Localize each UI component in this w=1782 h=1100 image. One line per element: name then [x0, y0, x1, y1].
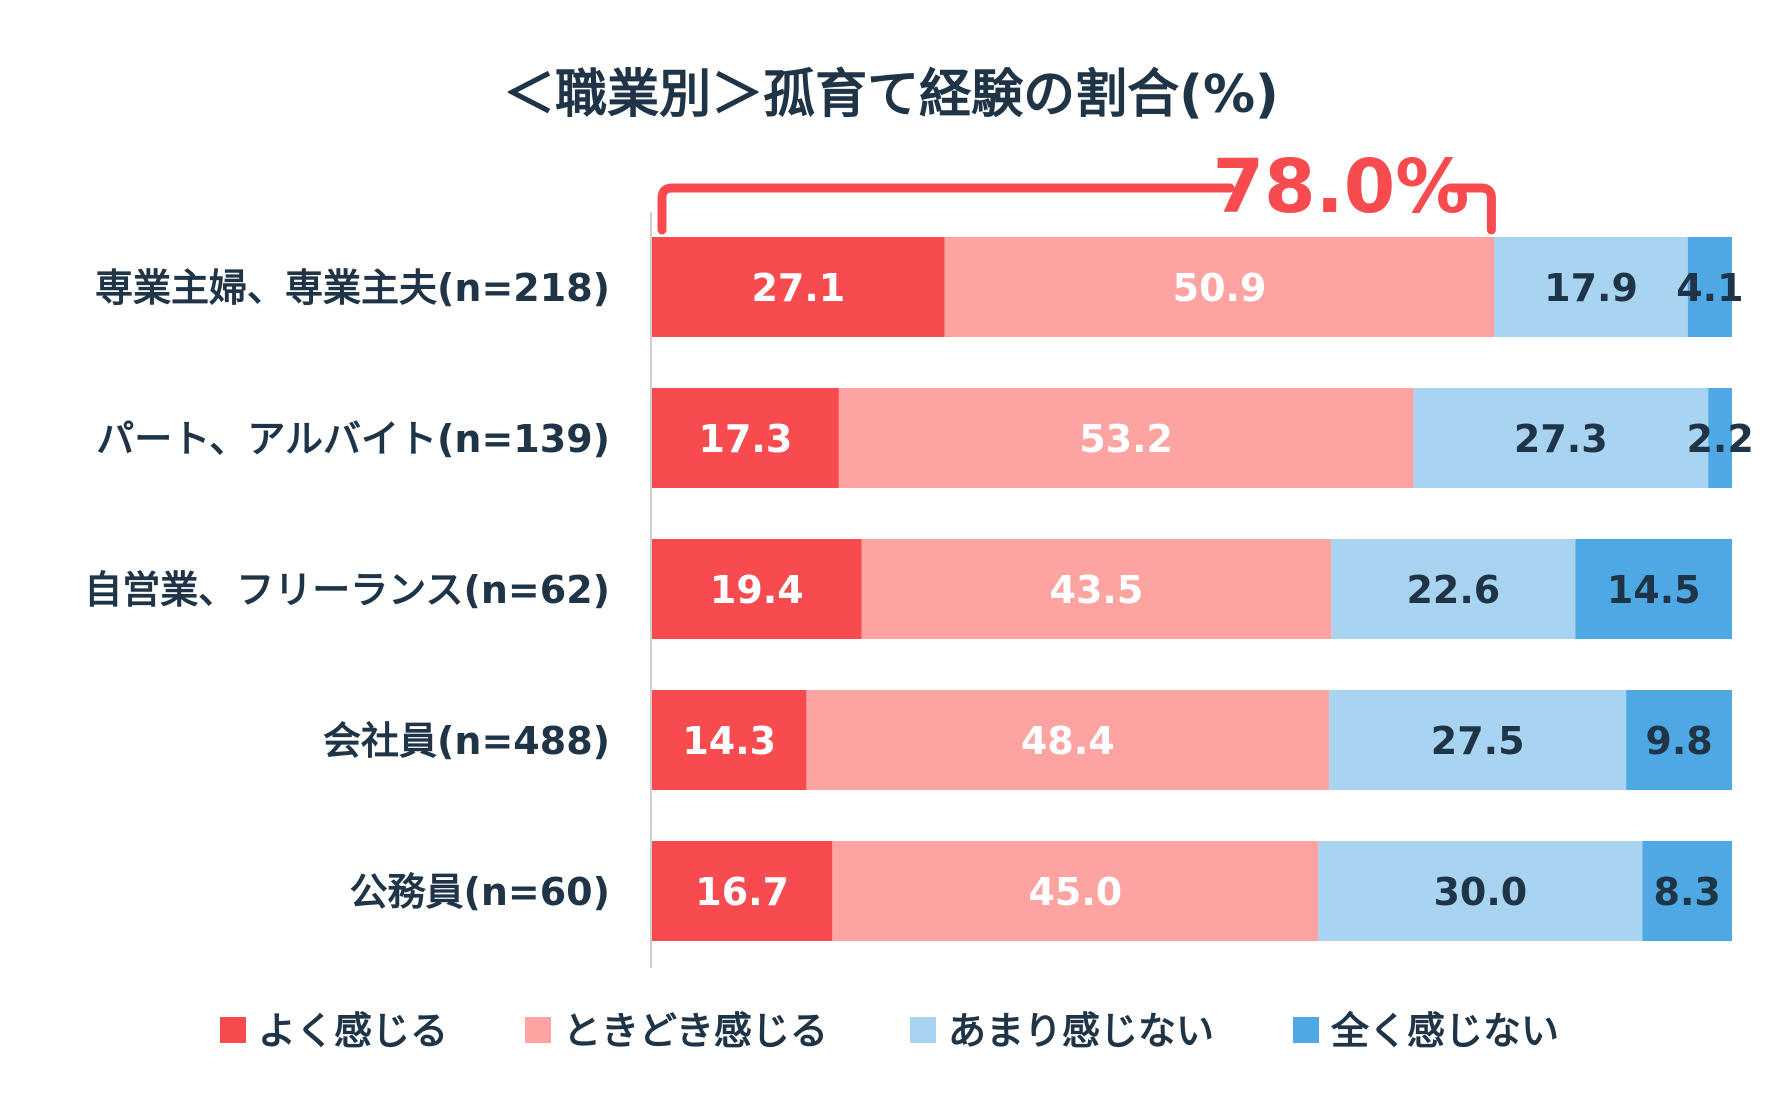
data-label: 9.8: [1645, 719, 1712, 763]
data-label: 45.0: [1028, 870, 1122, 914]
bar-segment: [1626, 690, 1732, 790]
callout-bracket-right: [1447, 183, 1496, 235]
callout-annotation: 78.0%: [657, 144, 1496, 235]
bar-segment: [1494, 237, 1688, 337]
category-label: 会社員(n=488): [323, 719, 610, 763]
data-label: 27.3: [1514, 417, 1608, 461]
legend: よく感じる ときどき感じる あまり感じない 全く感じない: [220, 1009, 1559, 1053]
bar-segment: [1575, 539, 1732, 639]
bar-segment: [1687, 237, 1732, 337]
data-label: 53.2: [1079, 417, 1173, 461]
bar-segment: [944, 237, 1495, 337]
legend-swatch: [1293, 1017, 1319, 1043]
legend-label: 全く感じない: [1330, 1009, 1559, 1053]
legend-label: あまり感じない: [948, 1009, 1214, 1053]
bar-segment: [806, 690, 1330, 790]
data-label: 4.1: [1676, 266, 1743, 310]
data-label: 50.9: [1173, 266, 1267, 310]
bar-segment: [1331, 539, 1576, 639]
legend-swatch: [910, 1017, 936, 1043]
data-label: 27.5: [1431, 719, 1525, 763]
bar-segment: [1708, 388, 1732, 488]
bar-segment: [832, 841, 1319, 941]
bar-segment: [652, 690, 807, 790]
legend-label: よく感じる: [258, 1009, 448, 1053]
bar-segment: [652, 388, 839, 488]
bar-segment: [1318, 841, 1643, 941]
data-label: 48.4: [1021, 719, 1115, 763]
bar-segment: [1329, 690, 1627, 790]
category-label: パート、アルバイト(n=139): [96, 417, 610, 461]
data-label: 17.9: [1544, 266, 1638, 310]
data-label: 16.7: [695, 870, 789, 914]
category-label: 自営業、フリーランス(n=62): [84, 568, 610, 612]
legend-swatch: [220, 1017, 246, 1043]
chart-title: ＜職業別＞孤育て経験の割合(%): [503, 65, 1279, 125]
data-label: 14.5: [1607, 568, 1701, 612]
bar-segment: [652, 841, 833, 941]
category-labels: 専業主婦、専業主夫(n=218) パート、アルバイト(n=139) 自営業、フリーラ…: [84, 266, 610, 914]
data-label: 8.3: [1654, 870, 1721, 914]
bar-segment: [861, 539, 1332, 639]
legend-swatch: [525, 1017, 551, 1043]
category-label: 専業主婦、専業主夫(n=218): [95, 266, 610, 310]
bar-segment: [838, 388, 1414, 488]
data-label: 30.0: [1433, 870, 1527, 914]
data-label: 22.6: [1406, 568, 1500, 612]
bars-group: 27.1 50.9 17.9 4.1 17.3 53.2 27.3 2.2 19.4 43.5 22…: [652, 237, 1754, 941]
data-label: 17.3: [699, 417, 793, 461]
callout-total-label: 78.0%: [1213, 144, 1470, 230]
bar-segment: [652, 237, 945, 337]
legend-label: ときどき感じる: [563, 1009, 828, 1053]
data-label: 19.4: [710, 568, 804, 612]
bar-segment: [1642, 841, 1732, 941]
bar-segment: [1413, 388, 1709, 488]
data-label: 43.5: [1050, 568, 1144, 612]
callout-bracket-left: [657, 183, 1235, 235]
bar-segment: [652, 539, 862, 639]
data-label: 2.2: [1686, 417, 1753, 461]
data-label: 27.1: [751, 266, 845, 310]
data-label: 14.3: [682, 719, 776, 763]
category-label: 公務員(n=60): [349, 870, 610, 914]
